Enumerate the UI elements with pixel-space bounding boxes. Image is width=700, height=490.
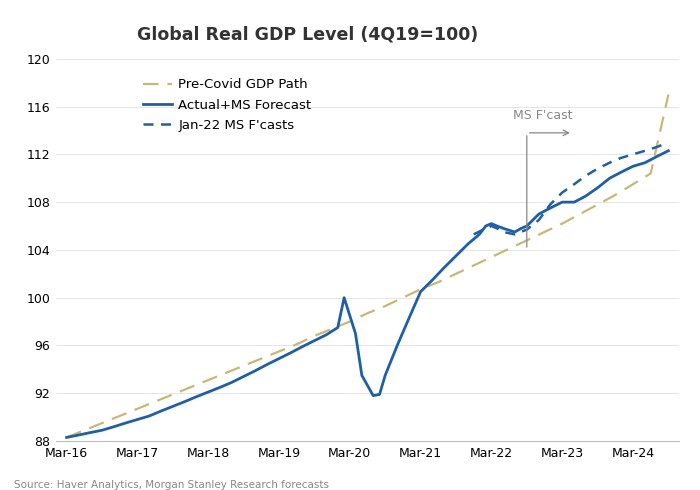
Text: MS F'cast: MS F'cast: [512, 108, 572, 122]
Text: Global Real GDP Level (4Q19=100): Global Real GDP Level (4Q19=100): [137, 25, 478, 44]
Legend: Pre-Covid GDP Path, Actual+MS Forecast, Jan-22 MS F'casts: Pre-Covid GDP Path, Actual+MS Forecast, …: [137, 73, 316, 137]
Text: Source: Haver Analytics, Morgan Stanley Research forecasts: Source: Haver Analytics, Morgan Stanley …: [14, 480, 329, 490]
